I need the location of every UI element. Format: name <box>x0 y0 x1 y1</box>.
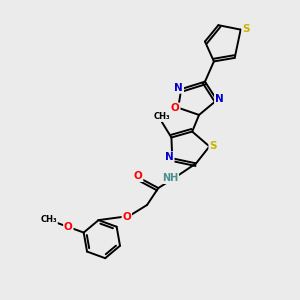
Text: N: N <box>165 152 174 162</box>
Text: N: N <box>175 83 183 93</box>
Text: CH₃: CH₃ <box>40 215 57 224</box>
Text: O: O <box>171 103 180 113</box>
Text: O: O <box>134 171 142 181</box>
Text: N: N <box>215 94 224 104</box>
Text: S: S <box>242 24 250 34</box>
Text: O: O <box>64 222 73 232</box>
Text: CH₃: CH₃ <box>154 112 170 121</box>
Text: O: O <box>122 212 131 222</box>
Text: NH: NH <box>162 173 178 183</box>
Text: S: S <box>209 141 217 151</box>
